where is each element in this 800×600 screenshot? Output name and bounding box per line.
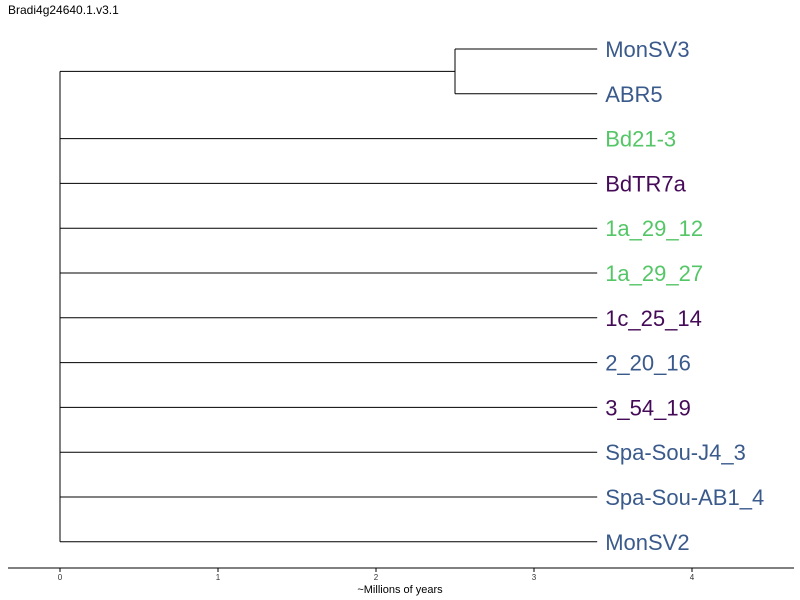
tip-label: MonSV2 (605, 530, 689, 555)
tip-label: 3_54_19 (605, 395, 691, 420)
x-tick-label: 2 (374, 573, 379, 582)
x-tick-label: 3 (532, 573, 537, 582)
x-axis-label: ~Millions of years (357, 584, 443, 596)
tip-label: 2_20_16 (605, 351, 691, 376)
tip-label: Bd21-3 (605, 127, 676, 152)
x-tick-label: 1 (216, 573, 221, 582)
tip-label: 1a_29_12 (605, 216, 703, 241)
tip-label: 1a_29_27 (605, 261, 703, 286)
tip-label: BdTR7a (605, 171, 686, 196)
tip-label: Spa-Sou-J4_3 (605, 440, 746, 465)
x-tick-label: 4 (690, 573, 695, 582)
x-tick-label: 0 (58, 573, 63, 582)
tip-label: MonSV3 (605, 37, 689, 62)
tip-label: 1c_25_14 (605, 306, 702, 331)
tip-label: ABR5 (605, 82, 662, 107)
tip-label: Spa-Sou-AB1_4 (605, 485, 764, 510)
diagram-title: Bradi4g24640.1.v3.1 (8, 3, 119, 17)
